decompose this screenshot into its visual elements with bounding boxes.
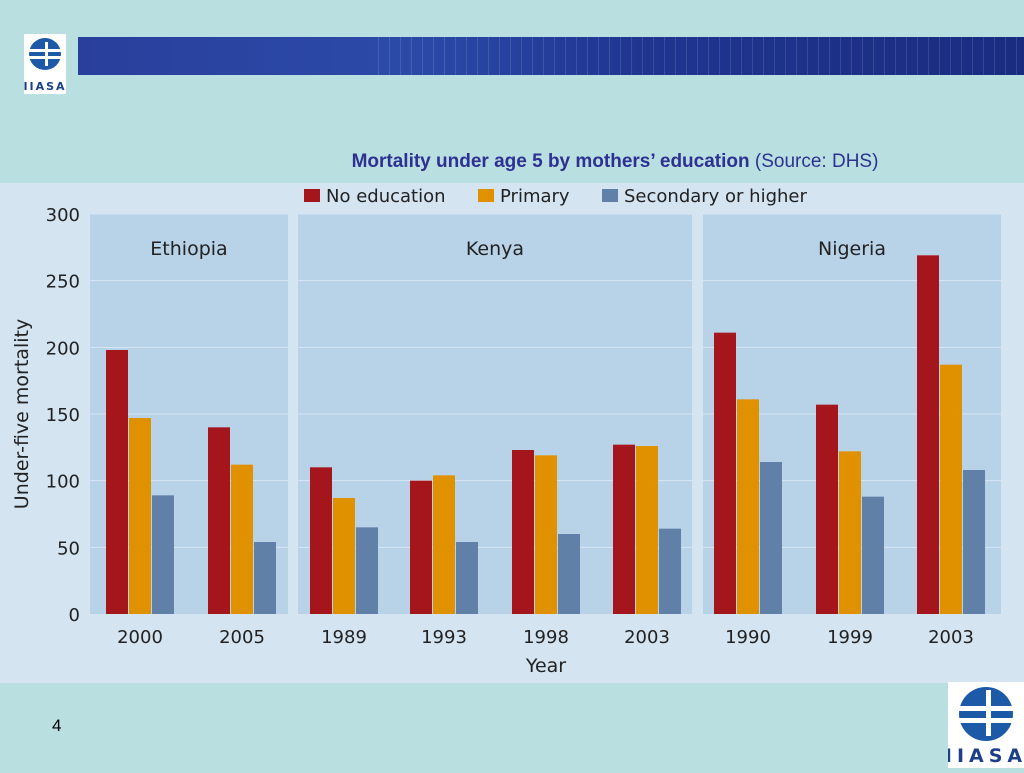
x-tick-label: 1998 [523, 627, 569, 648]
bar-kenya-1993-1 [410, 480, 432, 614]
x-tick-label: 2003 [928, 627, 974, 648]
chart-title-source: (Source: DHS) [754, 151, 879, 172]
bar-nigeria-1990-3 [760, 462, 782, 614]
bar-chart: 0 50 100 150 200 250 300 Under-five mortality Et… [11, 186, 1001, 677]
chart-title-main: Mortality under age 5 by mothers’ educat… [351, 151, 750, 172]
iasa-logo-bottom: IIASA [945, 682, 1024, 768]
x-tick-label: 2003 [624, 627, 670, 648]
bar-ethiopia-2000-2 [129, 418, 151, 614]
legend-swatch-3 [602, 189, 618, 202]
y-tick-label: 0 [69, 605, 80, 626]
page-number: 4 [52, 716, 62, 735]
logo-text: IIASA [948, 745, 1024, 767]
x-tick-label: 1993 [421, 627, 467, 648]
y-tick-label: 250 [46, 272, 80, 293]
bar-kenya-1998-2 [535, 455, 557, 614]
bar-ethiopia-2005-2 [231, 464, 253, 614]
y-tick-label: 150 [46, 405, 80, 426]
bar-kenya-1998-1 [512, 450, 534, 614]
iasa-logo-top: IIASA [23, 34, 66, 94]
bar-kenya-2003-2 [636, 446, 658, 614]
panel-label-ethiopia: Ethiopia [150, 238, 227, 260]
y-axis-label: Under-five mortality [11, 319, 33, 509]
bar-kenya-1989-2 [333, 498, 355, 614]
bar-nigeria-1990-1 [714, 332, 736, 614]
y-tick-label: 100 [46, 472, 80, 493]
bar-nigeria-1999-3 [862, 496, 884, 614]
bar-nigeria-2003-3 [963, 470, 985, 614]
header-banner [78, 37, 1024, 75]
bar-ethiopia-2000-3 [152, 495, 174, 614]
legend-label-1: No education [326, 186, 446, 207]
bar-kenya-1989-1 [310, 467, 332, 614]
x-tick-label: 1989 [321, 627, 367, 648]
x-axis-label: Year [525, 655, 566, 677]
x-tick-label: 1999 [827, 627, 873, 648]
chart-title: Mortality under age 5 by mothers’ educat… [0, 151, 1024, 173]
bar-kenya-2003-3 [659, 528, 681, 614]
bar-kenya-2003-1 [613, 444, 635, 614]
bar-kenya-1993-2 [433, 475, 455, 614]
x-tick-label: 2005 [219, 627, 265, 648]
legend-label-3: Secondary or higher [624, 186, 808, 207]
bar-kenya-1989-3 [356, 527, 378, 614]
legend-swatch-1 [304, 189, 320, 202]
panel-label-nigeria: Nigeria [818, 238, 886, 260]
y-tick-label: 200 [46, 338, 80, 359]
y-tick-label: 50 [57, 538, 80, 559]
panel-label-kenya: Kenya [466, 238, 524, 260]
y-tick-label: 300 [46, 205, 80, 226]
bar-ethiopia-2005-3 [254, 542, 276, 614]
bar-nigeria-2003-1 [917, 255, 939, 614]
bar-ethiopia-2000-1 [106, 350, 128, 614]
bar-nigeria-1999-1 [816, 404, 838, 614]
legend-label-2: Primary [500, 186, 570, 207]
bar-nigeria-1999-2 [839, 451, 861, 614]
bar-kenya-1993-3 [456, 542, 478, 614]
bar-ethiopia-2005-1 [208, 427, 230, 614]
x-tick-label: 2000 [117, 627, 163, 648]
bar-kenya-1998-3 [558, 534, 580, 614]
legend-swatch-2 [478, 189, 494, 202]
bar-nigeria-1990-2 [737, 399, 759, 614]
logo-text: IIASA [24, 80, 66, 93]
bar-nigeria-2003-2 [940, 364, 962, 614]
x-tick-label: 1990 [725, 627, 771, 648]
